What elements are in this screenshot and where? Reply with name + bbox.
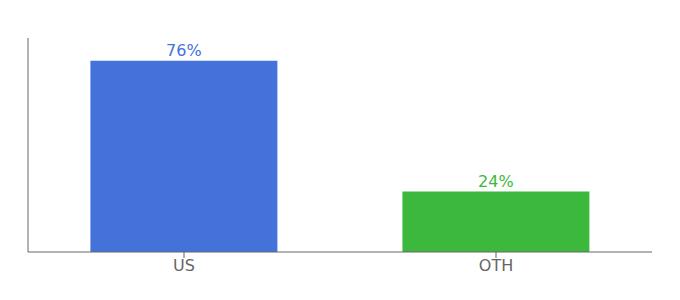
- svg-text:76%: 76%: [166, 41, 202, 60]
- svg-text:US: US: [173, 256, 195, 275]
- svg-text:24%: 24%: [478, 172, 514, 191]
- svg-text:OTH: OTH: [479, 256, 513, 275]
